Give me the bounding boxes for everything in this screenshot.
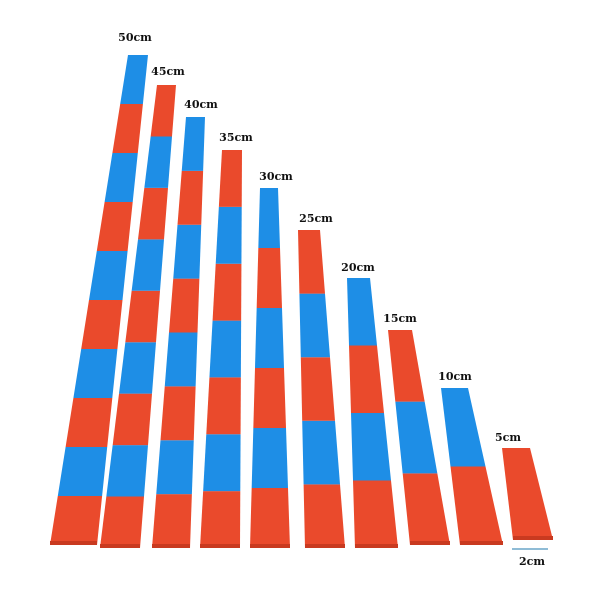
rod-segment (395, 401, 438, 474)
rod-segment (200, 491, 241, 548)
rod-end (100, 544, 140, 548)
rod-segment (89, 251, 128, 300)
rod-end (460, 541, 503, 545)
rod-segment (441, 388, 486, 467)
rod-segment (253, 368, 286, 428)
rod-end (513, 536, 553, 540)
rod-segment (251, 428, 288, 488)
rod-segment (300, 357, 335, 421)
rod-segment (303, 484, 345, 548)
rod-segment (218, 150, 242, 207)
rod-label: 20cm (341, 261, 375, 274)
rod-segment (258, 188, 280, 248)
rod-segment (351, 413, 391, 481)
rod-segment (347, 278, 377, 346)
rod-segment (450, 466, 503, 545)
rod-end (410, 541, 450, 545)
rod-segment (119, 342, 156, 394)
rod-label: 25cm (299, 212, 333, 225)
rod-segment (112, 393, 152, 446)
rod-segment (215, 206, 242, 264)
rod-segment (152, 494, 192, 548)
rod-segment (65, 398, 113, 447)
rod-segment (125, 290, 160, 343)
rod-segment (206, 377, 241, 435)
rod-label: 15cm (383, 312, 417, 325)
rod-segment (50, 496, 103, 545)
rod-segment (388, 330, 425, 402)
rod-label: 35cm (219, 131, 253, 144)
rod-end (355, 544, 398, 548)
rod-segment (173, 224, 202, 279)
rod-end (305, 544, 345, 548)
rod-segment (160, 386, 196, 441)
rod-label: 5cm (495, 431, 521, 444)
rod-label: 45cm (151, 65, 185, 78)
rod-segment (138, 187, 168, 240)
rod-segment (120, 55, 148, 104)
rod-segment (203, 434, 241, 492)
rod-segment (302, 420, 340, 485)
rod-segment (131, 239, 164, 291)
rod-segment (81, 300, 123, 349)
rod-segment (156, 440, 194, 495)
rod-segment (250, 488, 290, 548)
rod-segment (349, 345, 384, 413)
rod-segment (100, 496, 144, 548)
rod-label: 30cm (259, 170, 293, 183)
rod-segment (164, 332, 198, 387)
rod-segment (256, 248, 282, 308)
rod-segment (209, 320, 242, 378)
rod-end (50, 541, 97, 545)
rod-end (152, 544, 190, 548)
rod-label: 50cm (118, 31, 152, 44)
rod-segment (177, 170, 204, 225)
rod-segment (255, 308, 284, 368)
rod-end (250, 544, 290, 548)
rod-label: 40cm (184, 98, 218, 111)
rod-segment (212, 263, 242, 321)
rod-segment (106, 445, 148, 497)
rod-label: 10cm (438, 370, 472, 383)
rod-segment (150, 85, 176, 137)
rod-end (200, 544, 240, 548)
rod-segment (181, 117, 205, 171)
rod-segment (169, 278, 200, 333)
rod-segment (402, 473, 450, 545)
scale-label: 2cm (519, 555, 545, 568)
rod-segment (112, 104, 143, 153)
rod-segment (298, 230, 325, 294)
rod-segment (104, 153, 138, 202)
rod-segment (73, 349, 118, 398)
rod-segment (299, 293, 330, 358)
rod-segment (353, 480, 398, 548)
rod-segment (57, 447, 108, 496)
rod-segment (502, 448, 553, 540)
rod-segment (144, 136, 172, 188)
rod-segment (96, 202, 133, 251)
